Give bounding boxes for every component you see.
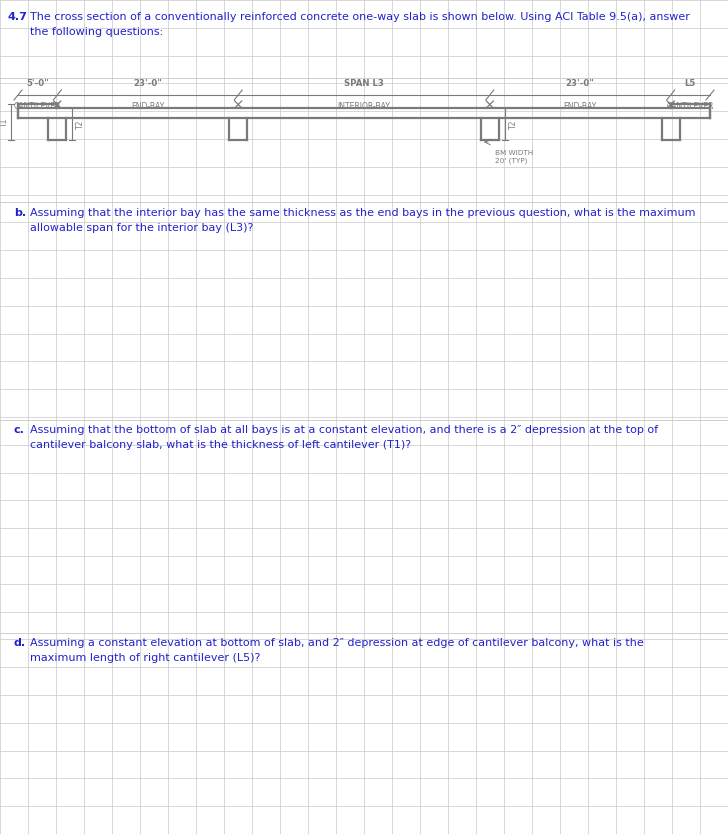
Text: T2: T2 <box>76 119 85 128</box>
Text: CANTILEVER: CANTILEVER <box>14 102 61 111</box>
Text: 23'-0": 23'-0" <box>566 79 595 88</box>
Text: b.: b. <box>14 208 26 218</box>
Text: c.: c. <box>14 425 25 435</box>
Text: Assuming that the interior bay has the same thickness as the end bays in the pre: Assuming that the interior bay has the s… <box>30 208 695 233</box>
Text: 23'-0": 23'-0" <box>133 79 162 88</box>
Text: d.: d. <box>14 638 26 648</box>
Text: BM WIDTH
20' (TYP): BM WIDTH 20' (TYP) <box>495 150 533 163</box>
Text: 4.7: 4.7 <box>8 12 28 22</box>
Text: SPAN L3: SPAN L3 <box>344 79 384 88</box>
Text: The cross section of a conventionally reinforced concrete one-way slab is shown : The cross section of a conventionally re… <box>30 12 690 37</box>
Text: 5'-0": 5'-0" <box>26 79 49 88</box>
Text: L5: L5 <box>685 79 696 88</box>
Text: Assuming a constant elevation at bottom of slab, and 2″ depression at edge of ca: Assuming a constant elevation at bottom … <box>30 638 644 663</box>
Text: T1: T1 <box>0 118 9 127</box>
Text: T2: T2 <box>509 119 518 128</box>
Text: CANTILEVER: CANTILEVER <box>667 102 714 111</box>
Text: END-BAY: END-BAY <box>563 102 597 111</box>
Text: INTERIOR-BAY: INTERIOR-BAY <box>338 102 390 111</box>
Text: Assuming that the bottom of slab at all bays is at a constant elevation, and the: Assuming that the bottom of slab at all … <box>30 425 658 450</box>
Text: END-BAY: END-BAY <box>131 102 165 111</box>
